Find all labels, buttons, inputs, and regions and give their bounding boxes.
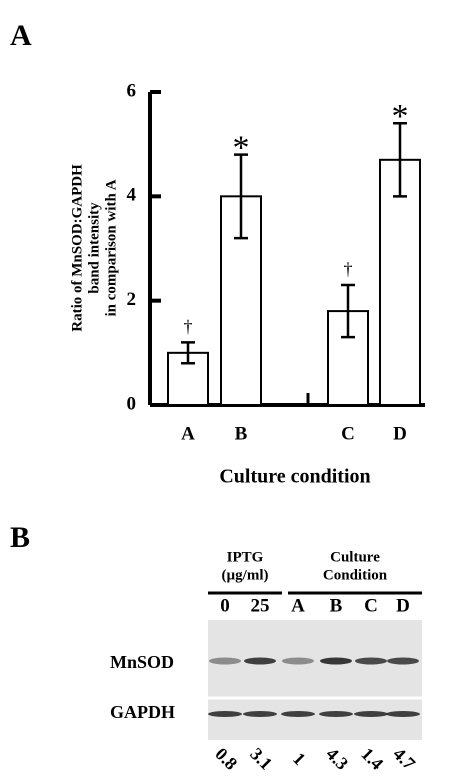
lane-label: C: [364, 595, 378, 616]
lane-label: B: [330, 595, 343, 616]
blot-row-label: MnSOD: [110, 652, 174, 672]
mnsod-band: [244, 658, 276, 665]
panel-label: A: [10, 19, 32, 52]
y-tick-label: 6: [127, 80, 137, 101]
gapdh-band: [281, 711, 315, 717]
ratio-label: 1.4: [357, 744, 387, 774]
blot-row-label: GAPDH: [110, 702, 175, 722]
lane-label: A: [291, 595, 305, 616]
figure: A B Culture condition Ratio of MnSOD:GAP…: [0, 0, 466, 776]
blot-group-label: (µg/ml): [222, 567, 269, 583]
blot-group-label: IPTG: [227, 549, 264, 565]
ratio-label: 0.8: [211, 744, 241, 774]
lane-label: 0: [220, 595, 230, 616]
mnsod-band: [282, 658, 314, 665]
y-axis-label: band intensity: [86, 202, 102, 294]
ratio-label: 3.1: [246, 744, 276, 774]
annotation: †: [184, 317, 193, 337]
y-axis-label: Ratio of MnSOD:GAPDH: [69, 164, 85, 332]
x-tick-label: A: [181, 423, 195, 444]
annotation: *: [392, 98, 409, 135]
gapdh-band: [319, 711, 353, 717]
gapdh-band: [208, 711, 242, 717]
gapdh-band: [243, 711, 277, 717]
x-tick-label: D: [393, 423, 407, 444]
panel-label: B: [10, 521, 30, 554]
blot-image: [208, 620, 422, 740]
y-tick-label: 2: [127, 289, 137, 310]
annotation: *: [233, 129, 250, 166]
ratio-label: 4.3: [322, 744, 352, 774]
mnsod-band: [320, 658, 352, 665]
ratio-label: 4.7: [389, 744, 419, 774]
mnsod-band: [355, 658, 387, 665]
x-tick-label: B: [235, 423, 248, 444]
lane-label: 25: [251, 595, 270, 616]
blot-group-label: Condition: [323, 567, 388, 583]
lane-label: D: [396, 595, 410, 616]
annotation: †: [344, 259, 353, 279]
y-tick-label: 0: [127, 393, 137, 414]
mnsod-band: [209, 658, 241, 665]
ratio-label: 1: [289, 748, 310, 769]
x-axis-label: Culture condition: [219, 466, 370, 488]
gapdh-band: [354, 711, 388, 717]
y-tick-label: 4: [127, 185, 137, 206]
x-tick-label: C: [341, 423, 355, 444]
y-axis-label: in comparison with A: [103, 179, 119, 316]
blot-group-label: Culture: [330, 549, 380, 565]
mnsod-band: [387, 658, 419, 665]
gapdh-band: [386, 711, 420, 717]
